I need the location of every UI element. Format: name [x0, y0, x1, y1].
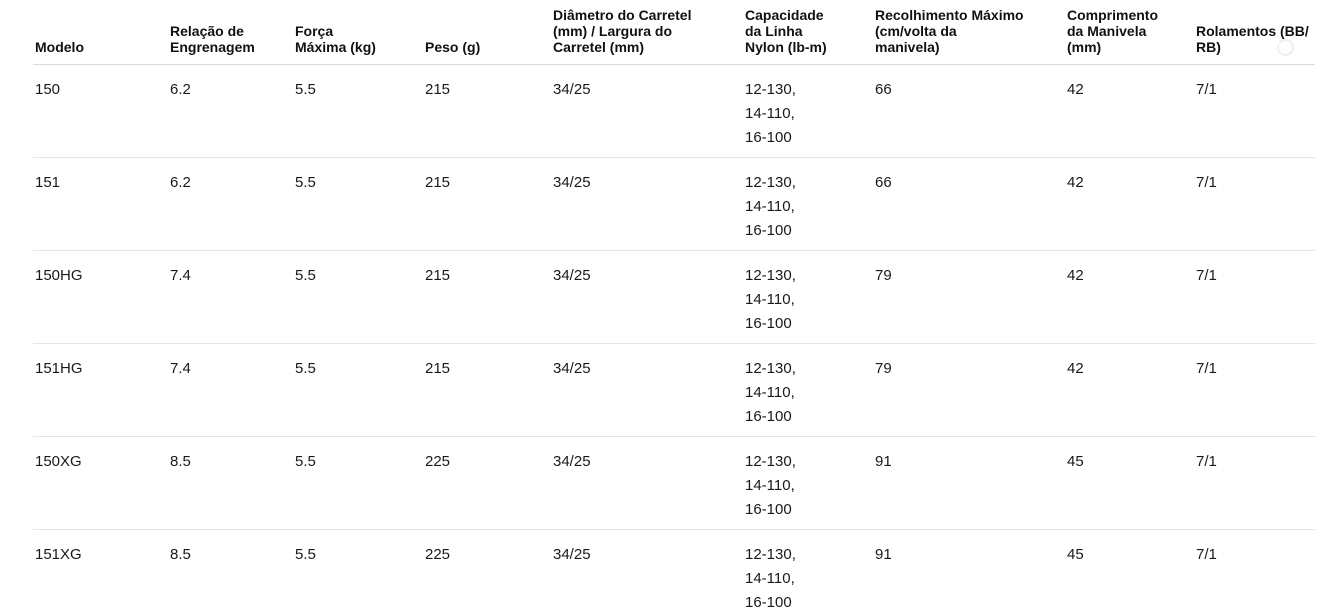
column-header-diametro-largura-carretel: Diâmetro do Carretel (mm) / Largura do C…: [551, 0, 743, 65]
cell-capacidade-linha-nylon: 12-130, 14-110, 16-100: [743, 157, 873, 251]
cell-diametro-largura-carretel: 34/25: [551, 64, 743, 158]
cell-capacidade-linha-nylon: 12-130, 14-110, 16-100: [743, 436, 873, 530]
cell-modelo: 151HG: [33, 343, 168, 437]
cell-diametro-largura-carretel: 34/25: [551, 343, 743, 437]
cell-capacidade-linha-nylon: 12-130, 14-110, 16-100: [743, 343, 873, 437]
cell-comprimento-manivela: 42: [1065, 250, 1194, 344]
cell-forca-maxima: 5.5: [293, 157, 423, 251]
cell-forca-maxima: 5.5: [293, 436, 423, 530]
table-row: 151HG 7.4 5.5 215 34/25 12-130, 14-110, 16-10…: [33, 343, 1315, 437]
reel-spec-table: Modelo Relação de Engrenagem Força Máxima …: [33, 0, 1315, 615]
cell-modelo: 150XG: [33, 436, 168, 530]
column-header-recolhimento-maximo: Recolhimento Máximo (cm/volta da manivel…: [873, 0, 1065, 65]
cell-peso: 215: [423, 343, 551, 437]
cell-peso: 215: [423, 64, 551, 158]
table-row: 150HG 7.4 5.5 215 34/25 12-130, 14-110, 16-10…: [33, 250, 1315, 344]
column-header-capacidade-linha-nylon: Capacidade da Linha Nylon (lb-m): [743, 0, 873, 65]
column-header-peso: Peso (g): [423, 0, 551, 65]
cell-modelo: 150HG: [33, 250, 168, 344]
column-header-relacao-de-engrenagem: Relação de Engrenagem: [168, 0, 293, 65]
cell-comprimento-manivela: 42: [1065, 157, 1194, 251]
cell-recolhimento-maximo: 66: [873, 157, 1065, 251]
cell-capacidade-linha-nylon: 12-130, 14-110, 16-100: [743, 64, 873, 158]
cell-comprimento-manivela: 45: [1065, 436, 1194, 530]
header-row: Modelo Relação de Engrenagem Força Máxima …: [33, 0, 1315, 65]
cell-comprimento-manivela: 42: [1065, 343, 1194, 437]
table-row: 151XG 8.5 5.5 225 34/25 12-130, 14-110, 16-10…: [33, 529, 1315, 615]
cell-rolamentos: 7/1: [1194, 157, 1315, 251]
cell-diametro-largura-carretel: 34/25: [551, 529, 743, 615]
cell-forca-maxima: 5.5: [293, 250, 423, 344]
cell-diametro-largura-carretel: 34/25: [551, 157, 743, 251]
cell-comprimento-manivela: 42: [1065, 64, 1194, 158]
cell-peso: 215: [423, 157, 551, 251]
cell-recolhimento-maximo: 79: [873, 250, 1065, 344]
cell-modelo: 150: [33, 64, 168, 158]
cell-diametro-largura-carretel: 34/25: [551, 250, 743, 344]
cell-relacao-de-engrenagem: 6.2: [168, 157, 293, 251]
table-row: 151 6.2 5.5 215 34/25 12-130, 14-110, 16-100 6…: [33, 157, 1315, 251]
column-header-rolamentos: Rolamentos (BB/ RB): [1194, 0, 1315, 65]
cell-rolamentos: 7/1: [1194, 436, 1315, 530]
table-row: 150XG 8.5 5.5 225 34/25 12-130, 14-110, 16-10…: [33, 436, 1315, 530]
cell-peso: 225: [423, 529, 551, 615]
cell-relacao-de-engrenagem: 7.4: [168, 250, 293, 344]
cell-relacao-de-engrenagem: 8.5: [168, 436, 293, 530]
cell-forca-maxima: 5.5: [293, 64, 423, 158]
table-body: 150 6.2 5.5 215 34/25 12-130, 14-110, 16-100 6…: [33, 64, 1315, 615]
cell-recolhimento-maximo: 79: [873, 343, 1065, 437]
cell-relacao-de-engrenagem: 8.5: [168, 529, 293, 615]
cell-forca-maxima: 5.5: [293, 343, 423, 437]
cell-rolamentos: 7/1: [1194, 529, 1315, 615]
table-row: 150 6.2 5.5 215 34/25 12-130, 14-110, 16-100 6…: [33, 64, 1315, 158]
cell-rolamentos: 7/1: [1194, 343, 1315, 437]
cell-recolhimento-maximo: 91: [873, 436, 1065, 530]
cell-modelo: 151XG: [33, 529, 168, 615]
cell-diametro-largura-carretel: 34/25: [551, 436, 743, 530]
cell-rolamentos: 7/1: [1194, 250, 1315, 344]
cell-comprimento-manivela: 45: [1065, 529, 1194, 615]
cell-forca-maxima: 5.5: [293, 529, 423, 615]
column-header-comprimento-manivela: Comprimento da Manivela (mm): [1065, 0, 1194, 65]
cell-capacidade-linha-nylon: 12-130, 14-110, 16-100: [743, 529, 873, 615]
cell-peso: 215: [423, 250, 551, 344]
cell-relacao-de-engrenagem: 7.4: [168, 343, 293, 437]
cell-recolhimento-maximo: 66: [873, 64, 1065, 158]
cell-peso: 225: [423, 436, 551, 530]
cell-recolhimento-maximo: 91: [873, 529, 1065, 615]
cell-rolamentos: 7/1: [1194, 64, 1315, 158]
cell-capacidade-linha-nylon: 12-130, 14-110, 16-100: [743, 250, 873, 344]
cell-relacao-de-engrenagem: 6.2: [168, 64, 293, 158]
column-header-forca-maxima: Força Máxima (kg): [293, 0, 423, 65]
column-header-modelo: Modelo: [33, 0, 168, 65]
cell-modelo: 151: [33, 157, 168, 251]
